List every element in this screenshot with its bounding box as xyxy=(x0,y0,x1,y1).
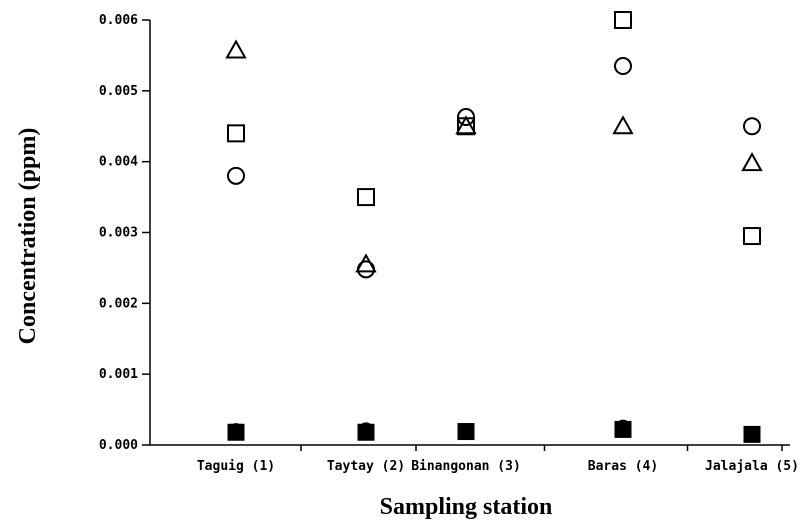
filled-circle-point xyxy=(359,422,373,437)
x-axis-title: Sampling station xyxy=(380,494,553,520)
open-triangle-point xyxy=(225,39,247,59)
filled-circle-point xyxy=(229,423,243,438)
filled-circle-point xyxy=(459,423,473,438)
filled-circle-point xyxy=(745,425,759,440)
open-triangle-point xyxy=(455,115,477,135)
y-tick-label: 0.001 xyxy=(99,367,138,382)
open-circle-point xyxy=(743,117,761,136)
y-tick-label: 0.000 xyxy=(99,438,138,453)
open-square-point xyxy=(614,11,632,29)
open-triangle-point xyxy=(741,152,763,172)
x-category-label: Binangonan (3) xyxy=(411,459,521,474)
open-triangle-point xyxy=(612,115,634,135)
open-circle-point xyxy=(614,57,632,76)
y-tick-label: 0.003 xyxy=(99,226,138,241)
y-tick-label: 0.002 xyxy=(99,296,138,311)
x-category-label: Taguig (1) xyxy=(197,459,275,474)
open-triangle-point xyxy=(355,253,377,273)
filled-circle-point xyxy=(616,419,630,434)
open-square-point xyxy=(227,124,245,143)
open-square-point xyxy=(743,227,761,246)
open-square-point xyxy=(357,188,375,207)
y-tick-label: 0.004 xyxy=(99,155,138,170)
x-category-label: Taytay (2) xyxy=(327,459,405,474)
x-category-label: Jalajala (5) xyxy=(705,459,799,474)
y-tick-label: 0.006 xyxy=(99,13,138,28)
y-axis-title: Concentration (ppm) xyxy=(15,128,41,345)
open-circle-point xyxy=(227,166,245,185)
x-category-label: Baras (4) xyxy=(588,459,658,474)
open-circle-point xyxy=(457,108,475,127)
y-tick-label: 0.005 xyxy=(99,84,138,99)
